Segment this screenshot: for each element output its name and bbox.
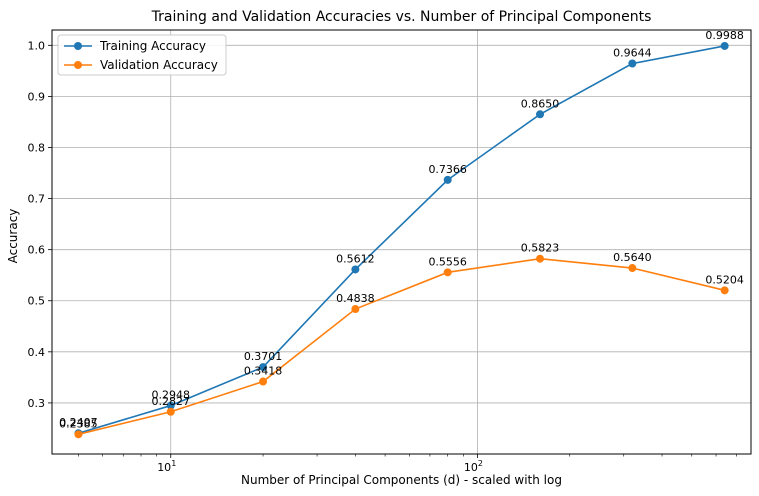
data-label: 0.5556 [428,255,467,268]
y-tick-label: 1.0 [28,39,46,52]
y-tick-label: 0.9 [28,90,46,103]
y-tick-label: 0.7 [28,193,46,206]
data-label: 0.2385 [59,417,98,430]
chart-title: Training and Validation Accuracies vs. N… [151,9,652,25]
data-point [628,264,637,273]
legend-marker [74,61,82,69]
data-point [74,430,83,439]
data-label: 0.2407 [59,416,98,429]
y-axis-label: Accuracy [6,209,20,264]
data-label: 0.5612 [336,252,375,265]
y-tick-label: 0.6 [28,244,46,257]
series-line [78,257,725,436]
data-point [443,268,452,277]
data-label: 0.8650 [521,97,560,110]
data-label: 0.4838 [336,292,375,305]
data-label: 0.5204 [705,273,744,286]
data-label: 0.7366 [428,163,467,176]
legend-label: Validation Accuracy [100,58,218,72]
series-lines [74,41,729,439]
y-tick-label: 0.5 [28,295,46,308]
data-point [259,363,268,372]
data-label: 0.5823 [521,242,560,255]
legend-label: Training Accuracy [99,39,206,53]
data-label: 0.2948 [151,389,190,402]
axis-ticks: 0.3 0.4 0.5 0.6 0.7 0.8 0.9 1.0 101 102 [28,39,737,474]
y-tick-label: 0.4 [28,346,46,359]
data-point [351,305,360,314]
data-point [166,407,175,416]
data-label: 0.2827 [151,395,190,408]
grid-lines [52,30,751,454]
data-label: 0.3418 [244,365,283,378]
x-tick-label: 102 [464,459,483,474]
data-point [443,175,452,184]
data-label: 0.9988 [705,29,744,42]
data-point [720,41,729,50]
data-label: 0.5640 [613,251,652,264]
data-point [536,254,545,263]
y-tick-label: 0.8 [28,141,46,154]
data-point [166,401,175,410]
data-point [351,265,360,274]
data-point [259,377,268,386]
x-axis-label: Number of Principal Components (d) - sca… [241,473,562,487]
series-line [78,45,725,434]
data-point [720,286,729,295]
x-tick-label: 101 [157,459,176,474]
data-labels: 0.2407 0.2948 0.3701 0.5612 0.7366 0.8650 0.96… [59,29,744,430]
data-point [628,59,637,68]
plot-frame [51,29,752,455]
y-tick-label: 0.3 [28,397,46,410]
legend: Training Accuracy Validation Accuracy [57,34,227,76]
data-point [536,110,545,119]
legend-box [57,34,227,76]
data-label: 0.9644 [613,47,652,60]
data-label: 0.3701 [244,350,283,363]
legend-marker [74,42,82,50]
